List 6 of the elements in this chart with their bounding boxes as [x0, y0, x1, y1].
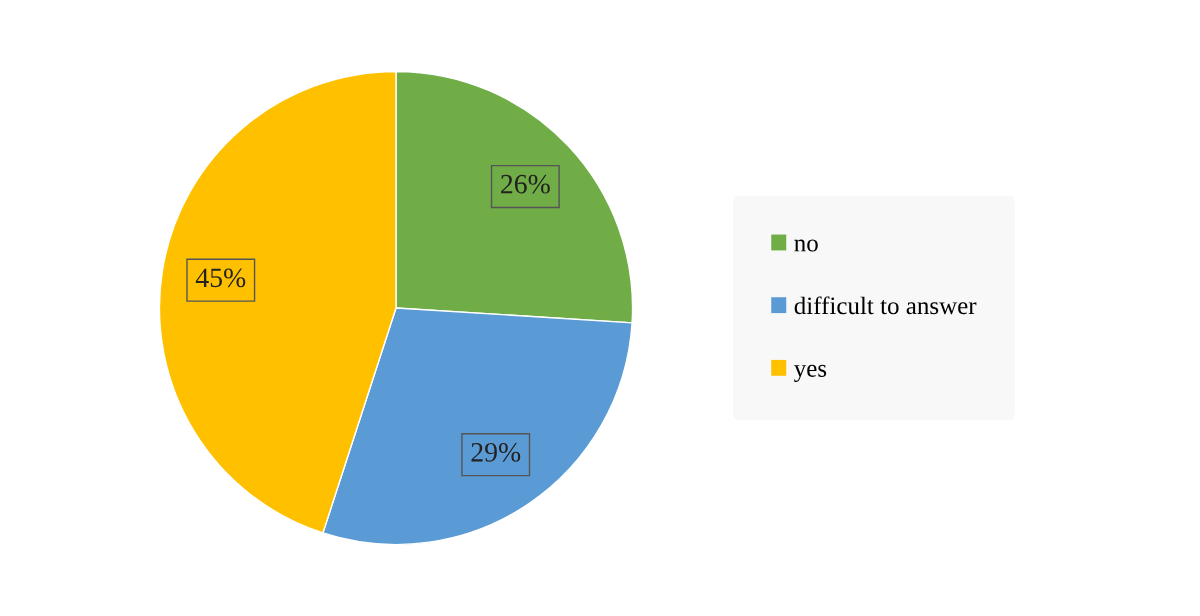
data-label: 26%: [501, 174, 550, 194]
legend-label: difficult to answer: [794, 296, 977, 315]
data-label: 45%: [195, 268, 246, 288]
legend-label: no: [794, 239, 818, 252]
legend-label: yes: [794, 364, 827, 383]
data-label: 29%: [471, 442, 521, 462]
